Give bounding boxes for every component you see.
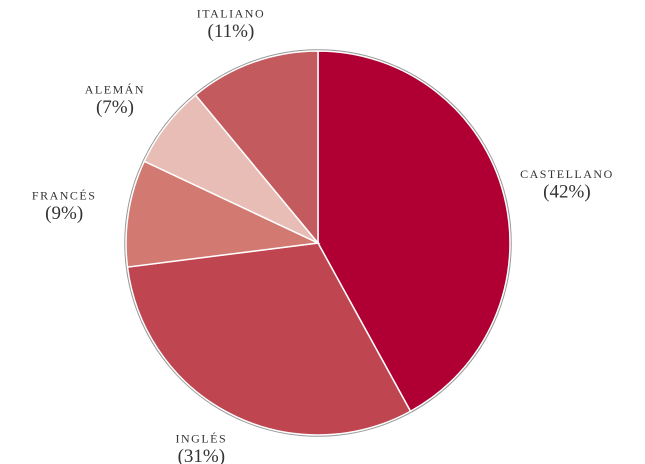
slice-label: CASTELLANO xyxy=(520,167,614,181)
pie-slice xyxy=(126,242,412,436)
slice-value-label: (9%) xyxy=(45,203,83,224)
slice-value-label: (42%) xyxy=(543,182,590,203)
slice-value-label: (11%) xyxy=(208,21,255,42)
pie-slice xyxy=(317,50,511,413)
slice-value-label: (31%) xyxy=(178,446,225,464)
slice-label: INGLÉS xyxy=(175,431,227,445)
slice-label: FRANCÉS xyxy=(32,188,97,202)
pie-slice xyxy=(125,160,321,268)
pie-slice xyxy=(194,50,319,246)
pie-outline xyxy=(124,49,512,437)
slice-label: ALEMÁN xyxy=(85,83,145,97)
slice-label: ITALIANO xyxy=(197,6,265,20)
slice-value-label: (7%) xyxy=(96,97,134,118)
